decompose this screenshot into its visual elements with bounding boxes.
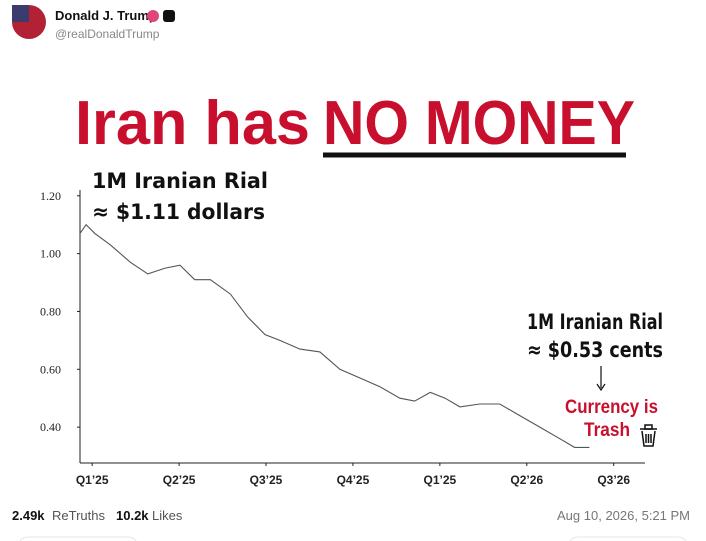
y-tick-label: 0.40: [40, 420, 61, 434]
annotation: ≈ $0.53 cents: [527, 338, 663, 362]
y-tick-label: 0.60: [40, 362, 61, 376]
author-name[interactable]: Donald J. Trump: [55, 8, 157, 23]
y-tick-label: 0.80: [40, 304, 61, 318]
action-button[interactable]: [18, 536, 138, 541]
author-handle[interactable]: @realDonaldTrump: [55, 27, 160, 41]
x-tick-label: Q2’26: [510, 473, 543, 487]
annotation: 1M Iranian Rial: [527, 310, 663, 334]
headline: Iran has: [75, 89, 310, 158]
y-tick-label: 1.00: [40, 247, 61, 261]
y-tick-label: 1.20: [40, 189, 61, 203]
data-line: [79, 223, 590, 448]
post-date: Aug 10, 2026, 5:21 PM: [557, 508, 690, 523]
x-tick-label: Q1’25: [424, 473, 457, 487]
annotation: Currency is: [565, 397, 658, 418]
badge: [163, 10, 175, 22]
x-tick-label: Q4’25: [337, 473, 370, 487]
x-tick-label: Q3’26: [597, 473, 630, 487]
x-tick-label: Q1’25: [76, 473, 109, 487]
action-button[interactable]: [568, 536, 688, 541]
retruth-label[interactable]: ReTruths: [52, 508, 105, 523]
like-count[interactable]: 10.2k: [116, 508, 149, 523]
x-tick-label: Q2’25: [163, 473, 196, 487]
avatar-flag: [12, 5, 29, 22]
trash-icon: [640, 424, 657, 447]
arrow-head: [596, 383, 606, 392]
verified-badge: [147, 10, 159, 22]
annotation: 1M Iranian Rial: [92, 169, 268, 193]
annotation: ≈ $1.11 dollars: [92, 200, 265, 224]
x-tick-label: Q3’25: [250, 473, 283, 487]
headline-emphasis: NO MONEY: [323, 89, 635, 158]
annotation: Trash: [584, 420, 630, 441]
like-label[interactable]: Likes: [152, 508, 183, 523]
retruth-count[interactable]: 2.49k: [12, 508, 45, 523]
